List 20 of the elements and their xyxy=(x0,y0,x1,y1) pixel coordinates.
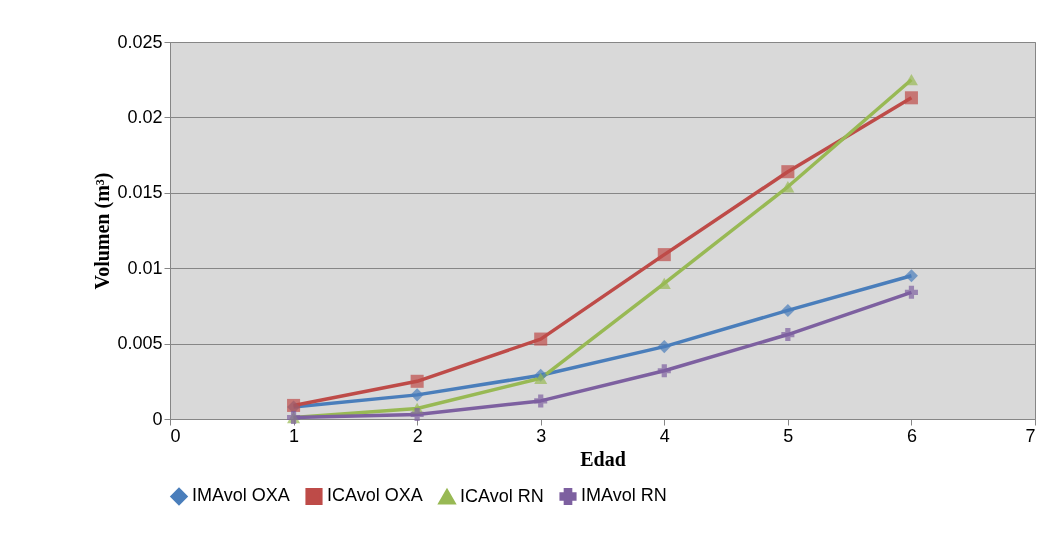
y-tick-label: 0.005 xyxy=(117,333,163,354)
y-tick-label: 0.01 xyxy=(127,257,163,278)
x-axis-title: Edad xyxy=(580,447,626,470)
legend-label: IMAvol RN xyxy=(581,485,667,506)
legend-label: ICAvol RN xyxy=(460,485,544,506)
x-tick-label: 0 xyxy=(170,425,181,446)
legend-label: IMAvol OXA xyxy=(192,485,290,506)
y-axis-title: Volumen (m³) xyxy=(91,172,115,290)
x-tick-label: 2 xyxy=(412,425,423,446)
x-tick-label: 6 xyxy=(906,425,917,446)
y-tick-label: 0 xyxy=(152,408,163,429)
x-tick-label: 7 xyxy=(1025,425,1036,446)
y-tick-label: 0.025 xyxy=(117,31,163,52)
x-tick-label: 3 xyxy=(536,425,547,446)
x-tick-label: 5 xyxy=(783,425,794,446)
x-tick-label: 1 xyxy=(289,425,300,446)
y-tick-label: 0.02 xyxy=(127,106,163,127)
legend-label: ICAvol OXA xyxy=(327,485,423,506)
y-tick-label: 0.015 xyxy=(117,182,163,203)
x-tick-label: 4 xyxy=(659,425,670,446)
